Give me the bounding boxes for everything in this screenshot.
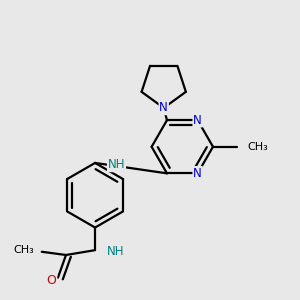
Text: N: N	[193, 114, 202, 127]
Text: N: N	[159, 101, 168, 114]
Text: CH₃: CH₃	[247, 142, 268, 152]
Text: O: O	[46, 274, 56, 287]
Text: NH: NH	[108, 158, 125, 171]
Text: N: N	[193, 167, 202, 180]
Text: CH₃: CH₃	[13, 245, 34, 255]
Text: NH: NH	[106, 245, 124, 258]
